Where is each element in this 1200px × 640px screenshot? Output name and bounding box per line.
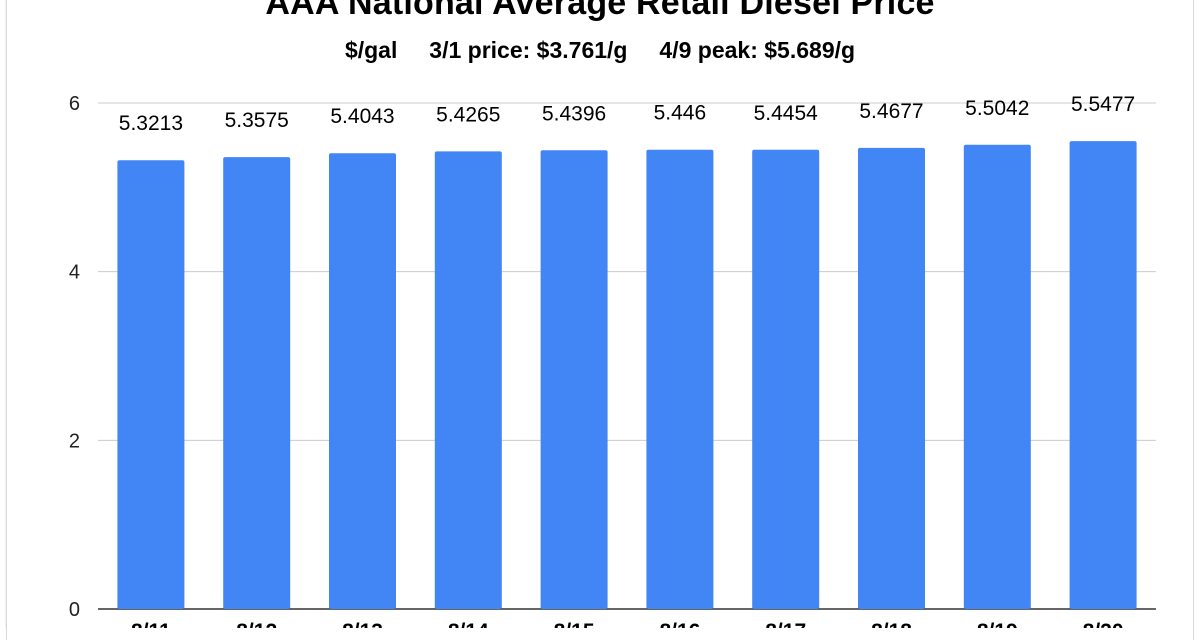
bar: [117, 160, 185, 609]
y-tick-label: 6: [69, 93, 80, 115]
bar: [963, 144, 1031, 609]
x-tick-label: 8/14: [448, 620, 489, 628]
x-tick-label: 8/15: [554, 620, 595, 628]
bar: [858, 147, 925, 610]
data-label: 5.4454: [754, 102, 819, 125]
bar: [646, 149, 714, 609]
data-label: 5.4677: [859, 100, 923, 123]
x-tick-label: 8/13: [342, 620, 383, 628]
bar: [1069, 141, 1137, 609]
data-label: 5.446: [654, 102, 707, 125]
x-tick-label: 8/16: [659, 620, 700, 628]
x-tick-label: 8/17: [765, 620, 806, 628]
bar: [434, 151, 502, 609]
x-tick-label: 8/20: [1083, 620, 1124, 628]
data-label: 5.4265: [436, 103, 500, 126]
data-label: 5.4396: [542, 102, 606, 125]
x-tick-label: 8/11: [131, 620, 171, 628]
bar: [752, 149, 820, 609]
y-tick-label: 0: [69, 599, 80, 621]
x-tick-label: 8/19: [977, 620, 1018, 628]
data-label: 5.3575: [225, 109, 289, 132]
data-label: 5.5042: [965, 97, 1029, 120]
data-label: 5.4043: [330, 105, 394, 128]
x-tick-label: 8/12: [236, 620, 277, 628]
bar: [329, 153, 396, 609]
y-tick-label: 2: [69, 430, 80, 452]
data-label: 5.3213: [119, 112, 183, 135]
chart-title: AAA National Average Retail Diesel Price: [265, 0, 935, 22]
y-tick-label: 4: [69, 262, 80, 284]
bar: [223, 157, 291, 609]
bar: [540, 150, 608, 609]
chart-subtitle: $/gal 3/1 price: $3.761/g 4/9 peak: $5.6…: [344, 37, 856, 63]
data-label: 5.5477: [1071, 93, 1135, 116]
x-tick-label: 8/18: [871, 620, 912, 628]
